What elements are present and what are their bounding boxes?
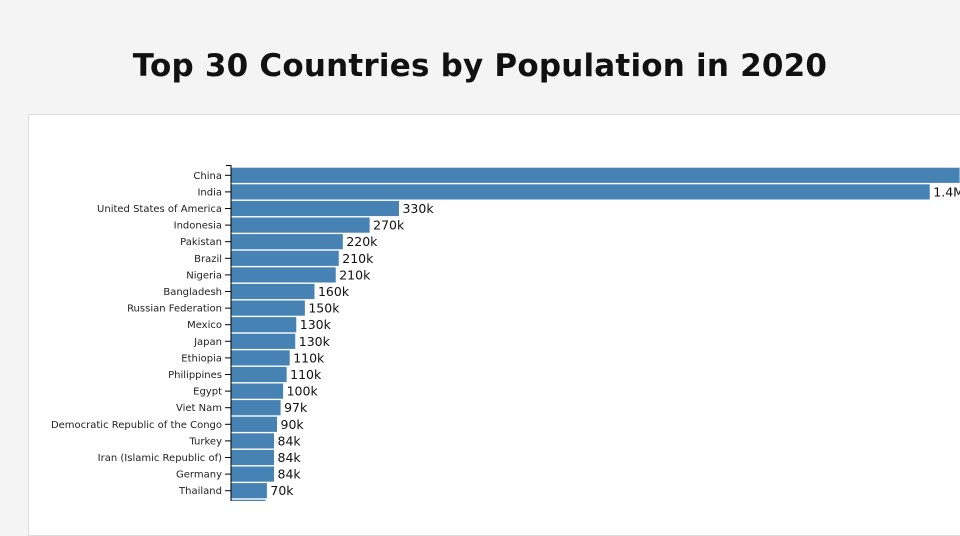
value-label: 210k <box>339 267 371 282</box>
bar-iran-islamic-republic-of- <box>231 449 275 466</box>
value-label: 90k <box>281 417 305 432</box>
bar-egypt <box>231 383 284 399</box>
y-tick-label: India <box>197 187 222 198</box>
y-tick-label: Turkey <box>188 436 222 447</box>
bar-china <box>231 167 960 183</box>
y-tick-label: Pakistan <box>180 237 222 248</box>
y-tick-label: Viet Nam <box>176 403 222 414</box>
y-tick-label: Ethiopia <box>181 353 222 364</box>
y-tick-label: Egypt <box>193 387 222 398</box>
value-label: 210k <box>342 251 374 266</box>
y-tick-label: Thailand <box>178 486 222 497</box>
value-label: 330k <box>402 201 434 216</box>
y-tick-label: Philippines <box>168 370 222 381</box>
value-label: 84k <box>278 433 302 448</box>
y-tick-label: Japan <box>193 337 222 348</box>
y-tick-label: Russian Federation <box>127 304 222 315</box>
bar-thailand <box>231 483 267 499</box>
value-label: 110k <box>290 367 322 382</box>
value-label: 100k <box>287 384 319 399</box>
bar-japan <box>231 333 296 349</box>
value-label: 84k <box>278 467 302 482</box>
y-tick-label: Brazil <box>194 254 222 265</box>
bar-united-states-of-america <box>231 200 399 217</box>
value-label: 84k <box>278 450 302 465</box>
y-tick-label: Germany <box>176 470 222 481</box>
bar-mexico <box>231 317 297 333</box>
bar-germany <box>231 466 275 482</box>
bar-pakistan <box>231 234 343 250</box>
y-tick-label: Indonesia <box>174 221 222 232</box>
bar-india <box>231 184 930 200</box>
y-tick-label: Bangladesh <box>163 287 222 298</box>
value-label: 110k <box>293 350 325 365</box>
value-label: 130k <box>300 317 332 332</box>
bar-viet-nam <box>231 400 281 416</box>
bar-bangladesh <box>231 283 315 300</box>
value-label: 1.4M <box>933 184 960 199</box>
bar-ethiopia <box>231 350 290 366</box>
value-label: 160k <box>318 284 350 299</box>
y-tick-label: Iran (Islamic Republic of) <box>98 453 222 464</box>
y-tick-label: China <box>193 171 222 182</box>
y-tick-label: United States of America <box>97 204 222 215</box>
chart-title: Top 30 Countries by Population in 2020 <box>132 48 828 84</box>
bar-turkey <box>231 433 275 449</box>
bar-democratic-republic-of-the-congo <box>231 416 278 432</box>
value-label: 270k <box>373 218 405 233</box>
bar-philippines <box>231 366 287 383</box>
bar-nigeria <box>231 267 336 283</box>
value-label: 130k <box>299 334 331 349</box>
value-label: 220k <box>346 234 378 249</box>
bar-indonesia <box>231 217 370 233</box>
y-tick-label: Mexico <box>187 320 222 331</box>
y-tick-label: Nigeria <box>186 270 222 281</box>
value-label: 70k <box>270 483 294 498</box>
value-label: 150k <box>308 301 340 316</box>
value-label: 97k <box>284 400 308 415</box>
bar-brazil <box>231 250 339 266</box>
bar-russian-federation <box>231 300 305 316</box>
y-tick-label: Democratic Republic of the Congo <box>51 420 222 431</box>
